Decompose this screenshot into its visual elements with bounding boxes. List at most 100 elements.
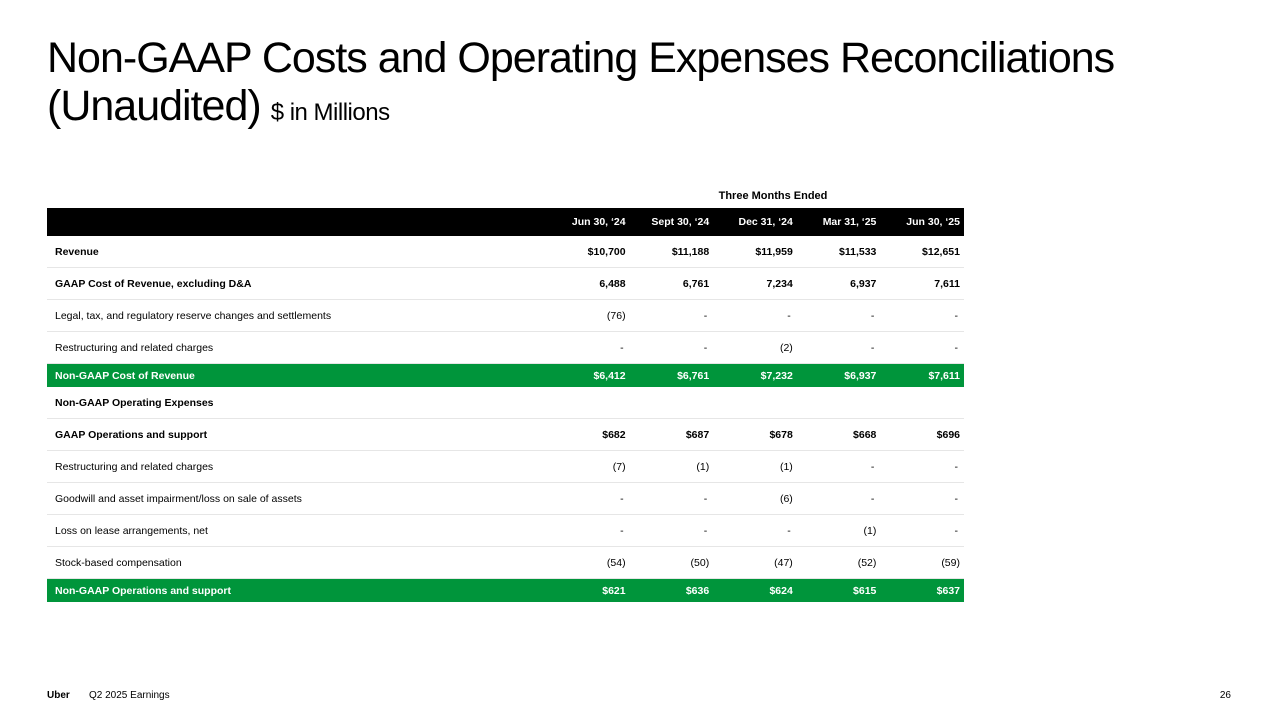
- table-row: GAAP Cost of Revenue, excluding D&A 6,488…: [47, 267, 964, 300]
- cell-value: $11,959: [713, 236, 797, 268]
- row-label: Restructuring and related charges: [47, 331, 547, 364]
- cell-value: -: [629, 514, 714, 547]
- cell-value: (1): [713, 450, 797, 483]
- table-row: Revenue $10,700 $11,188 $11,959 $11,533 $12,6…: [47, 236, 964, 268]
- table-row: Non-GAAP Operations and support $621 $636 $…: [47, 578, 964, 602]
- row-label: Non-GAAP Cost of Revenue: [47, 363, 547, 387]
- column-header: [47, 208, 547, 236]
- cell-value: (50): [629, 546, 714, 579]
- cell-value: -: [629, 299, 714, 332]
- cell-value: -: [796, 450, 881, 483]
- cell-value: -: [713, 299, 797, 332]
- cell-value: -: [880, 514, 964, 547]
- table-row: Non-GAAP Cost of Revenue $6,412 $6,761 $7,2…: [47, 363, 964, 387]
- cell-value: -: [629, 331, 714, 364]
- table-row: Goodwill and asset impairment/loss on sa…: [47, 482, 964, 515]
- table-row: Non-GAAP Operating Expenses: [47, 387, 964, 419]
- cell-value: 6,488: [546, 267, 630, 300]
- table-row: Legal, tax, and regulatory reserve chang…: [47, 299, 964, 332]
- cell-value: 6,937: [796, 267, 881, 300]
- title-main: Non-GAAP Costs and Operating Expenses Re…: [47, 34, 1115, 130]
- row-label: Restructuring and related charges: [47, 450, 547, 483]
- cell-value: (7): [546, 450, 630, 483]
- cell-value: -: [546, 514, 630, 547]
- footer-report-name: Q2 2025 Earnings: [89, 690, 170, 701]
- cell-value: (76): [546, 299, 630, 332]
- row-label: Non-GAAP Operating Expenses: [47, 387, 547, 419]
- cell-value: 6,761: [629, 267, 714, 300]
- cell-value: $636: [629, 578, 714, 602]
- cell-value: -: [796, 331, 881, 364]
- cell-value: $7,232: [713, 363, 797, 387]
- cell-value: -: [546, 331, 630, 364]
- cell-value: (6): [713, 482, 797, 515]
- column-header: Jun 30, ‘25: [880, 208, 964, 236]
- cell-value: [880, 387, 964, 419]
- cell-value: $6,412: [546, 363, 630, 387]
- cell-value: $10,700: [546, 236, 630, 268]
- cell-value: -: [880, 450, 964, 483]
- row-label: GAAP Cost of Revenue, excluding D&A: [47, 267, 547, 300]
- row-label: Legal, tax, and regulatory reserve chang…: [47, 299, 547, 332]
- cell-value: -: [880, 299, 964, 332]
- table-row: Loss on lease arrangements, net - - - (1) -: [47, 514, 964, 547]
- cell-value: [629, 387, 714, 419]
- row-label: Goodwill and asset impairment/loss on sa…: [47, 482, 547, 515]
- cell-value: 7,234: [713, 267, 797, 300]
- cell-value: $621: [546, 578, 630, 602]
- column-header: Jun 30, ‘24: [546, 208, 630, 236]
- cell-value: -: [713, 514, 797, 547]
- cell-value: $682: [546, 418, 630, 451]
- cell-value: -: [796, 299, 881, 332]
- cell-value: $12,651: [880, 236, 964, 268]
- row-label: Revenue: [47, 236, 547, 268]
- cell-value: $637: [880, 578, 964, 602]
- cell-value: $678: [713, 418, 797, 451]
- cell-value: $7,611: [880, 363, 964, 387]
- cell-value: $11,533: [796, 236, 881, 268]
- cell-value: -: [546, 482, 630, 515]
- cell-value: (2): [713, 331, 797, 364]
- cell-value: $6,937: [796, 363, 881, 387]
- cell-value: (54): [546, 546, 630, 579]
- title-unit: $ in Millions: [270, 99, 390, 126]
- column-header: Mar 31, ‘25: [796, 208, 881, 236]
- column-header: Sept 30, ‘24: [629, 208, 714, 236]
- row-label: Stock-based compensation: [47, 546, 547, 579]
- table-row: Restructuring and related charges (7) (1)(…: [47, 450, 964, 483]
- cell-value: (1): [629, 450, 714, 483]
- cell-value: -: [880, 331, 964, 364]
- table-header-row: Jun 30, ‘24 Sept 30, ‘24 Dec 31, ‘24 Mar…: [47, 208, 964, 236]
- page-number: 26: [1219, 690, 1231, 701]
- reconciliation-table: Jun 30, ‘24 Sept 30, ‘24 Dec 31, ‘24 Mar…: [47, 208, 964, 602]
- table-row: GAAP Operations and support $682 $687 $678 $…: [47, 418, 964, 451]
- cell-value: (1): [796, 514, 881, 547]
- cell-value: -: [796, 482, 881, 515]
- cell-value: $668: [796, 418, 881, 451]
- row-label: Loss on lease arrangements, net: [47, 514, 547, 547]
- cell-value: $11,188: [629, 236, 714, 268]
- cell-value: $6,761: [629, 363, 714, 387]
- page-title: Non-GAAP Costs and Operating Expenses Re…: [47, 34, 1247, 137]
- row-label: Non-GAAP Operations and support: [47, 578, 547, 602]
- cell-value: [546, 387, 630, 419]
- row-label: GAAP Operations and support: [47, 418, 547, 451]
- cell-value: -: [880, 482, 964, 515]
- cell-value: (59): [880, 546, 964, 579]
- table-row: Restructuring and related charges - - (2) - -: [47, 331, 964, 364]
- table-body: Revenue $10,700 $11,188 $11,959 $11,533 $12,6…: [47, 236, 964, 602]
- cell-value: $624: [713, 578, 797, 602]
- cell-value: $615: [796, 578, 881, 602]
- table-row: Stock-based compensation (54) (50) (47) (52)…: [47, 546, 964, 579]
- cell-value: [713, 387, 797, 419]
- cell-value: (47): [713, 546, 797, 579]
- cell-value: (52): [796, 546, 881, 579]
- cell-value: $696: [880, 418, 964, 451]
- cell-value: -: [629, 482, 714, 515]
- cell-value: [796, 387, 881, 419]
- table-group-header: Three Months Ended: [718, 190, 828, 202]
- footer-brand: Uber: [47, 690, 70, 701]
- cell-value: 7,611: [880, 267, 964, 300]
- column-header: Dec 31, ‘24: [713, 208, 797, 236]
- cell-value: $687: [629, 418, 714, 451]
